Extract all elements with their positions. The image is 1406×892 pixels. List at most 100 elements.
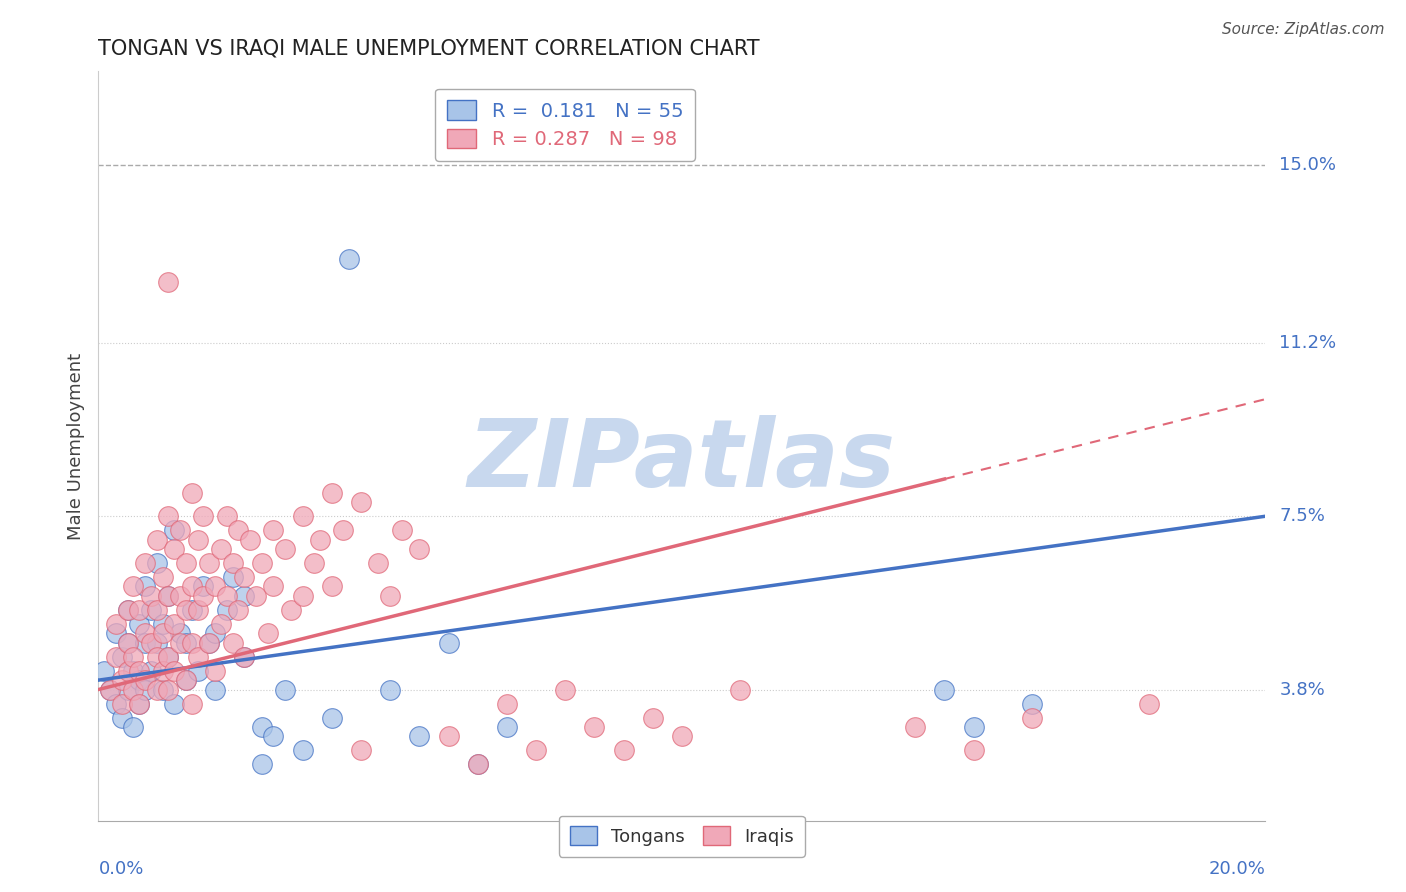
Point	[122, 664, 145, 678]
Point	[1021, 697, 1043, 711]
Point	[180, 697, 202, 711]
Point	[221, 556, 243, 570]
Point	[157, 682, 180, 697]
Point	[187, 649, 209, 664]
Point	[280, 603, 302, 617]
Point	[134, 673, 156, 688]
Point	[204, 682, 226, 697]
Point	[496, 697, 519, 711]
Point	[198, 635, 221, 649]
Point	[233, 570, 256, 584]
Point	[612, 743, 634, 757]
Point	[904, 720, 927, 734]
Point	[128, 617, 150, 632]
Point	[146, 556, 169, 570]
Point	[934, 682, 956, 697]
Point	[730, 682, 752, 697]
Point	[233, 649, 256, 664]
Point	[187, 533, 209, 547]
Point	[221, 570, 243, 584]
Point	[122, 682, 145, 697]
Point	[367, 556, 389, 570]
Point	[321, 710, 343, 724]
Point	[122, 649, 145, 664]
Point	[152, 664, 174, 678]
Point	[583, 720, 606, 734]
Point	[117, 603, 139, 617]
Point	[117, 635, 139, 649]
Point	[228, 523, 250, 537]
Point	[152, 570, 174, 584]
Point	[174, 673, 197, 688]
Point	[104, 649, 127, 664]
Point	[209, 541, 232, 557]
Point	[467, 757, 489, 772]
Point	[111, 710, 134, 724]
Point	[291, 589, 314, 603]
Point	[350, 495, 373, 509]
Point	[641, 710, 664, 724]
Point	[304, 556, 326, 570]
Point	[291, 509, 314, 524]
Point	[437, 635, 460, 649]
Point	[134, 580, 156, 594]
Text: 20.0%: 20.0%	[1209, 860, 1265, 878]
Point	[98, 682, 121, 697]
Point	[187, 664, 209, 678]
Text: TONGAN VS IRAQI MALE UNEMPLOYMENT CORRELATION CHART: TONGAN VS IRAQI MALE UNEMPLOYMENT CORREL…	[98, 38, 761, 59]
Point	[169, 523, 191, 537]
Point	[104, 697, 127, 711]
Point	[350, 743, 373, 757]
Point	[332, 523, 354, 537]
Point	[215, 589, 238, 603]
Point	[180, 485, 202, 500]
Point	[117, 682, 139, 697]
Point	[169, 626, 191, 640]
Point	[98, 682, 121, 697]
Point	[250, 556, 273, 570]
Point	[122, 720, 145, 734]
Point	[174, 673, 197, 688]
Point	[157, 589, 180, 603]
Text: 15.0%: 15.0%	[1279, 156, 1336, 174]
Point	[437, 730, 460, 744]
Point	[198, 635, 221, 649]
Text: ZIPatlas: ZIPatlas	[468, 415, 896, 507]
Point	[128, 673, 150, 688]
Point	[111, 673, 134, 688]
Point	[209, 617, 232, 632]
Point	[163, 697, 186, 711]
Point	[111, 649, 134, 664]
Point	[128, 603, 150, 617]
Point	[496, 720, 519, 734]
Point	[163, 541, 186, 557]
Point	[117, 603, 139, 617]
Point	[233, 649, 256, 664]
Point	[139, 603, 162, 617]
Point	[262, 580, 284, 594]
Point	[117, 664, 139, 678]
Point	[262, 523, 284, 537]
Point	[157, 649, 180, 664]
Point	[233, 589, 256, 603]
Point	[180, 603, 202, 617]
Point	[193, 509, 215, 524]
Point	[274, 682, 297, 697]
Point	[962, 743, 984, 757]
Point	[274, 541, 297, 557]
Point	[93, 664, 115, 678]
Point	[134, 626, 156, 640]
Point	[139, 664, 162, 678]
Point	[117, 635, 139, 649]
Point	[128, 664, 150, 678]
Point	[134, 556, 156, 570]
Point	[337, 252, 360, 266]
Y-axis label: Male Unemployment: Male Unemployment	[66, 352, 84, 540]
Point	[256, 626, 278, 640]
Point	[408, 730, 430, 744]
Point	[157, 509, 180, 524]
Text: 3.8%: 3.8%	[1279, 681, 1324, 698]
Text: 11.2%: 11.2%	[1279, 334, 1337, 352]
Point	[239, 533, 262, 547]
Point	[146, 649, 169, 664]
